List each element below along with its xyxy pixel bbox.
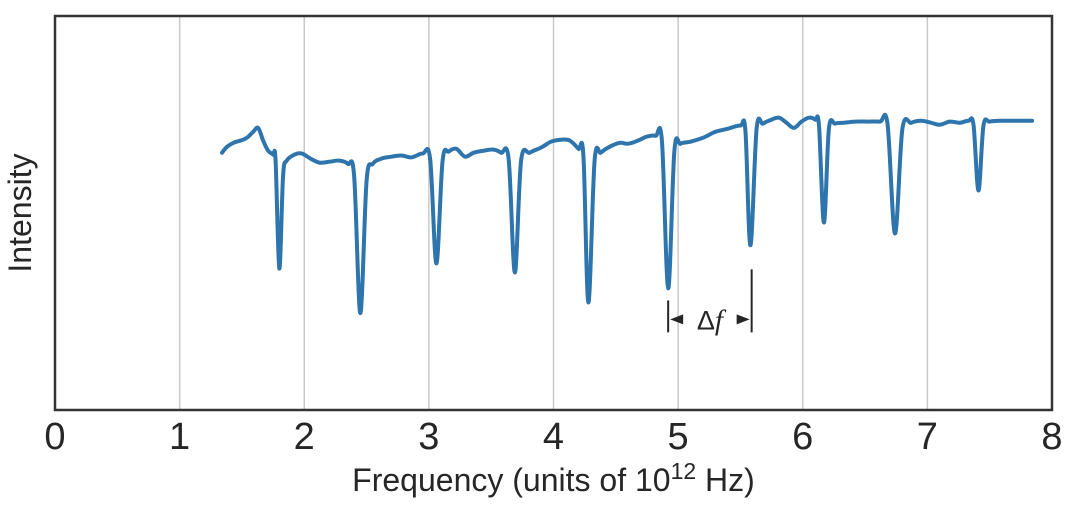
x-tick-label-5: 5 xyxy=(668,416,689,458)
delta-f-arrowhead-left-icon xyxy=(670,314,684,325)
x-tick-label-7: 7 xyxy=(917,416,938,458)
x-axis-label: Frequency (units of 1012 Hz) xyxy=(352,458,755,498)
x-tick-label-2: 2 xyxy=(294,416,315,458)
plot-border xyxy=(53,14,1054,412)
y-axis-label: Intensity xyxy=(2,153,38,272)
x-tick-label-8: 8 xyxy=(1041,416,1062,458)
x-axis-label-exponent: 12 xyxy=(671,458,697,484)
x-tick-label-3: 3 xyxy=(418,416,439,458)
delta-f-arrowhead-right-icon xyxy=(736,314,750,325)
x-tick-label-4: 4 xyxy=(543,416,564,458)
x-tick-label-0: 0 xyxy=(44,416,65,458)
delta-f-label: Δf xyxy=(697,304,727,336)
spectrum-curve xyxy=(220,112,1035,316)
x-tick-label-1: 1 xyxy=(169,416,190,458)
x-tick-label-6: 6 xyxy=(792,416,813,458)
